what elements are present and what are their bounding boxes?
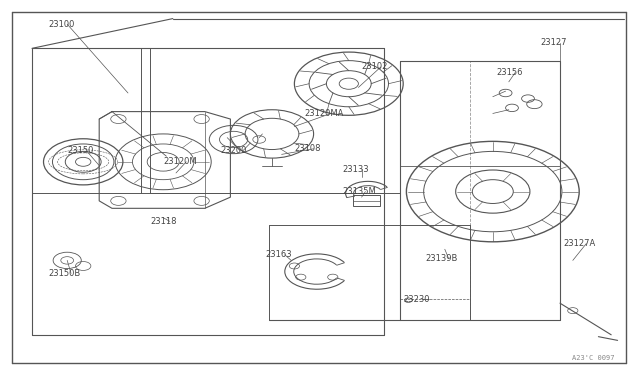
Text: 23163: 23163 xyxy=(266,250,292,259)
Text: 23200: 23200 xyxy=(221,146,247,155)
Text: A23'C 0097: A23'C 0097 xyxy=(572,355,614,361)
Text: 23139B: 23139B xyxy=(426,254,458,263)
Text: 23120MA: 23120MA xyxy=(304,109,344,118)
Text: 23150B: 23150B xyxy=(48,269,80,278)
Text: 23133: 23133 xyxy=(342,165,369,174)
Text: 23108: 23108 xyxy=(294,144,321,153)
Bar xyxy=(470,61,560,320)
Text: 23127: 23127 xyxy=(541,38,567,47)
Text: 23118: 23118 xyxy=(150,217,177,226)
Text: 23102: 23102 xyxy=(362,62,388,71)
Text: 23156: 23156 xyxy=(496,68,522,77)
Text: 23135M: 23135M xyxy=(342,187,376,196)
Text: 23127A: 23127A xyxy=(563,239,595,248)
Text: 23230: 23230 xyxy=(403,295,429,304)
Text: 23150: 23150 xyxy=(67,146,93,155)
Text: 23120M: 23120M xyxy=(163,157,197,166)
Bar xyxy=(353,195,380,206)
Text: 23100: 23100 xyxy=(48,20,74,29)
